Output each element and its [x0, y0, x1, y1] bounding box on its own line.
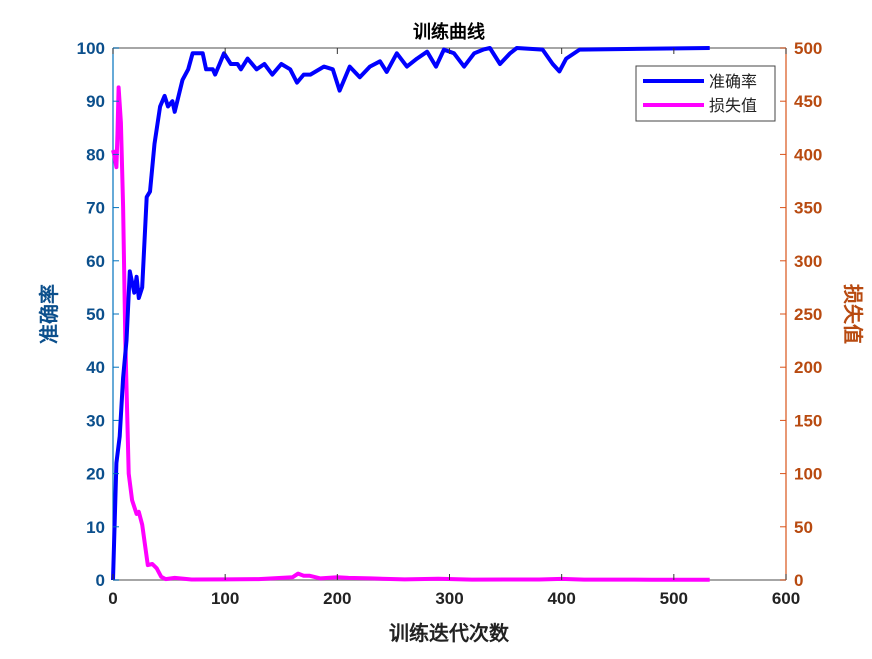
x-tick-label: 200: [323, 589, 351, 608]
y-axis-label-left: 准确率: [37, 284, 61, 344]
x-tick-label: 500: [660, 589, 688, 608]
x-tick-label: 400: [547, 589, 575, 608]
y-tick-label-right: 50: [794, 518, 813, 537]
y-tick-label-left: 50: [86, 305, 105, 324]
legend-label-accuracy: 准确率: [709, 73, 757, 91]
ticks-layer: 0 100 200 300 400 500 600010203040506070809010…: [77, 39, 823, 608]
y-tick-label-left: 70: [86, 199, 105, 218]
y-tick-label-right: 300: [794, 252, 822, 271]
y-tick-label-right: 250: [794, 305, 822, 324]
y-tick-label-right: 0: [794, 571, 803, 590]
y-tick-label-right: 200: [794, 358, 822, 377]
y-tick-label-right: 350: [794, 199, 822, 218]
y-axis-label-right: 损失值: [841, 284, 865, 344]
legend: 准确率 损失值: [635, 65, 776, 122]
y-tick-label-left: 60: [86, 252, 105, 271]
legend-label-loss: 损失值: [709, 97, 757, 115]
y-tick-label-left: 90: [86, 92, 105, 111]
y-tick-label-right: 150: [794, 411, 822, 430]
y-tick-label-left: 20: [86, 465, 105, 484]
x-tick-label: 300: [435, 589, 463, 608]
plot-background: [113, 48, 786, 580]
y-tick-label-left: 80: [86, 145, 105, 164]
plot-area: [112, 47, 787, 581]
accuracy-line: [111, 46, 710, 581]
y-tick-label-right: 450: [794, 92, 822, 111]
chart-title: 训练曲线: [413, 21, 485, 42]
y-tick-label-left: 0: [96, 571, 105, 590]
y-tick-label-left: 10: [86, 518, 105, 537]
y-tick-label-left: 30: [86, 411, 105, 430]
x-axis-label: 训练迭代次数: [389, 621, 510, 645]
x-tick-label: 600: [772, 589, 800, 608]
y-tick-label-right: 500: [794, 39, 822, 58]
y-tick-label-left: 100: [77, 39, 105, 58]
y-tick-label-right: 400: [794, 145, 822, 164]
x-tick-label: 0: [108, 589, 117, 608]
y-tick-label-right: 100: [794, 465, 822, 484]
y-tick-label-left: 40: [86, 358, 105, 377]
x-tick-label: 100: [211, 589, 239, 608]
legend-box: [635, 65, 776, 122]
